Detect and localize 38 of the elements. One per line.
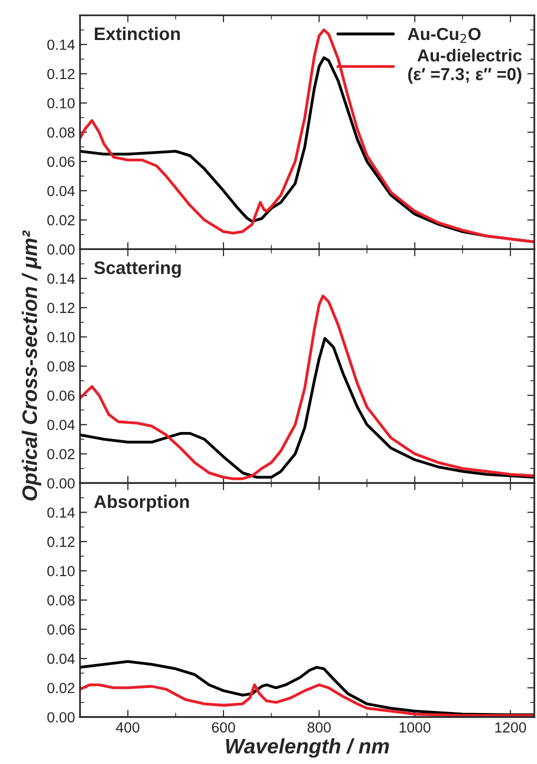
y-tick-label: 0.12 (47, 68, 74, 80)
y-tick-label: 0.02 (47, 682, 74, 694)
line-series (80, 294, 534, 480)
text: Extinction (94, 26, 180, 40)
y-tick-label: 0.10 (47, 566, 75, 576)
y-tick-label: 0.08 (47, 361, 75, 372)
text: Scattering (94, 260, 181, 278)
line-series (80, 336, 534, 479)
y-tick-label: 0.14 (47, 274, 75, 284)
y-tick-label: 0.04 (47, 186, 75, 196)
legend-label: Au-dielectric (ε′ =7.3; ε″ =0) (408, 48, 522, 84)
x-tick-label: 1200 (495, 722, 526, 733)
y-tick-label: 0.06 (47, 156, 75, 167)
y-tick-label: 0.04 (47, 654, 75, 664)
x-tick-label: 1000 (400, 722, 430, 733)
y-tick-label: 0.06 (47, 624, 75, 635)
y-tick-label: 0.06 (47, 390, 75, 401)
y-tick-label: 0.12 (47, 302, 74, 314)
y-tick-label: 0.14 (47, 507, 75, 518)
y-tick-label: 0.10 (47, 332, 75, 342)
legend-label: Au-Cu$_{2}$O (408, 28, 481, 43)
y-tick-label: 0.08 (47, 127, 75, 138)
y-tick-label: 0.00 (47, 244, 75, 255)
x-tick-label: 400 (116, 722, 140, 733)
y-tick-label: 0.00 (47, 478, 75, 489)
x-tick-label: 800 (308, 722, 331, 733)
x-tick-label: 600 (212, 722, 236, 733)
y-tick-label: 0.14 (47, 40, 75, 50)
y-tick-label: 0.12 (47, 536, 74, 548)
x-axis-title: Wavelength / nm (226, 738, 389, 758)
y-tick-label: 0.02 (47, 448, 74, 460)
y-tick-label: 0.10 (47, 98, 75, 108)
text: Absorption (94, 494, 189, 512)
y-tick-label: 0.08 (47, 595, 75, 606)
y-axis-title: Optical Cross-section / μm² (22, 230, 42, 500)
y-tick-label: 0.04 (47, 420, 75, 430)
y-tick-label: 0.02 (47, 215, 74, 226)
y-tick-label: 0.00 (47, 712, 75, 722)
